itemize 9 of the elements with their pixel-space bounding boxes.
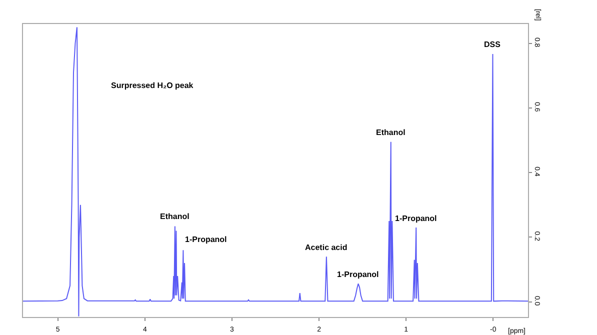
annotation: Ethanol	[376, 128, 406, 137]
annotation: 1-Propanol	[337, 270, 379, 279]
annotation: 1-Propanol	[185, 235, 227, 244]
annotation: Surpressed H₂O peak	[111, 81, 194, 90]
annotation: DSS	[484, 40, 502, 49]
line-series	[23, 26, 528, 317]
annotation: Acetic acid	[305, 243, 348, 252]
annotation: Ethanol	[160, 212, 190, 221]
annotation: 1-Propanol	[395, 214, 437, 223]
